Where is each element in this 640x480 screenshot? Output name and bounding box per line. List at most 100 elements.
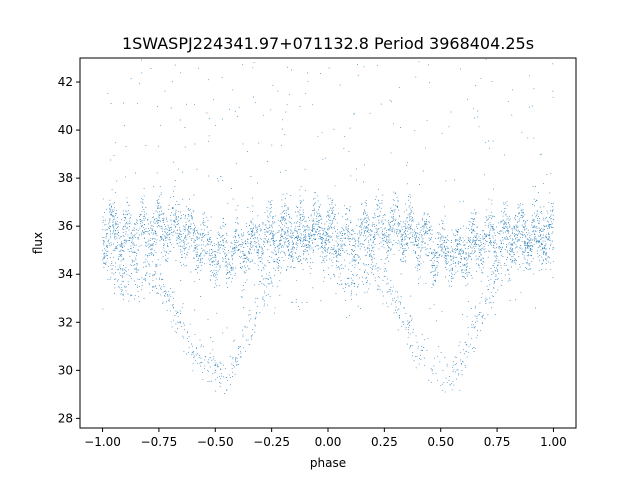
scatter-point [432, 241, 434, 243]
scatter-point [278, 247, 280, 249]
scatter-point [116, 213, 118, 215]
scatter-point [427, 255, 429, 257]
scatter-point [160, 286, 162, 288]
scatter-point [219, 226, 221, 228]
scatter-point [209, 238, 211, 240]
scatter-point [500, 230, 502, 232]
scatter-point [407, 245, 409, 247]
scatter-point [277, 246, 279, 248]
scatter-point [511, 228, 513, 230]
scatter-point [136, 221, 138, 223]
scatter-point [299, 308, 301, 310]
scatter-point [143, 188, 145, 190]
scatter-point [371, 245, 373, 247]
scatter-point [229, 271, 231, 272]
scatter-point [465, 350, 467, 352]
scatter-point [374, 235, 376, 237]
scatter-point [197, 248, 199, 250]
scatter-point [327, 211, 329, 213]
scatter-point [304, 245, 306, 247]
scatter-point [461, 374, 463, 376]
scatter-point [490, 211, 492, 213]
scatter-point [109, 213, 111, 215]
scatter-point [300, 228, 302, 230]
scatter-point [472, 348, 473, 350]
scatter-point [130, 250, 132, 252]
scatter-point [446, 258, 448, 260]
scatter-point [272, 242, 274, 244]
scatter-point [244, 326, 246, 328]
scatter-point [474, 243, 476, 245]
scatter-point [335, 292, 337, 294]
scatter-point [370, 255, 372, 257]
scatter-point [199, 262, 201, 264]
scatter-point [409, 194, 411, 196]
scatter-point [344, 233, 346, 235]
scatter-point [374, 213, 376, 214]
scatter-point [388, 241, 390, 243]
scatter-point [146, 271, 148, 273]
scatter-point [316, 224, 318, 226]
scatter-point [490, 225, 492, 227]
scatter-point [296, 231, 298, 233]
scatter-point [494, 247, 496, 249]
scatter-point [493, 272, 495, 274]
scatter-point [339, 284, 341, 286]
scatter-point [277, 286, 279, 288]
scatter-point [464, 278, 466, 280]
scatter-point [322, 238, 324, 240]
scatter-point [374, 280, 376, 282]
scatter-point [524, 223, 526, 225]
scatter-point [164, 229, 166, 231]
scatter-point [492, 227, 494, 228]
scatter-point [481, 316, 483, 318]
scatter-point [197, 254, 199, 255]
scatter-point [153, 232, 155, 234]
scatter-point [463, 239, 465, 241]
scatter-point [323, 269, 325, 271]
scatter-point [145, 274, 147, 276]
scatter-point [125, 226, 127, 228]
scatter-point [178, 235, 180, 237]
scatter-point [490, 243, 492, 245]
scatter-point [361, 229, 363, 231]
scatter-point [144, 229, 145, 231]
scatter-point [278, 265, 280, 267]
scatter-point [255, 298, 257, 299]
scatter-point [119, 244, 120, 246]
scatter-point [370, 235, 371, 237]
scatter-point [118, 286, 120, 288]
scatter-point [501, 210, 502, 212]
scatter-point [251, 230, 253, 232]
scatter-point [120, 255, 122, 257]
scatter-point [374, 237, 376, 239]
scatter-point [545, 259, 547, 261]
scatter-point [273, 234, 275, 236]
scatter-point [339, 84, 341, 86]
scatter-point [552, 248, 554, 250]
scatter-point [228, 262, 230, 264]
scatter-point [457, 369, 459, 371]
scatter-point [248, 343, 250, 345]
scatter-point [251, 235, 253, 237]
scatter-point [405, 229, 407, 231]
scatter-point [158, 219, 160, 221]
scatter-point [287, 245, 289, 247]
scatter-point [455, 239, 457, 240]
scatter-point [271, 282, 273, 284]
scatter-point [325, 241, 327, 243]
scatter-point [267, 283, 269, 285]
scatter-point [448, 252, 449, 254]
scatter-point [489, 242, 491, 244]
scatter-point [311, 234, 313, 236]
scatter-point [157, 145, 159, 147]
scatter-point [204, 234, 206, 236]
scatter-point [157, 202, 159, 204]
scatter-point [112, 209, 114, 211]
scatter-point [365, 203, 367, 205]
scatter-point [363, 209, 365, 211]
scatter-point [266, 294, 267, 296]
scatter-point [104, 224, 105, 226]
scatter-point [409, 333, 411, 335]
scatter-point [173, 319, 174, 321]
